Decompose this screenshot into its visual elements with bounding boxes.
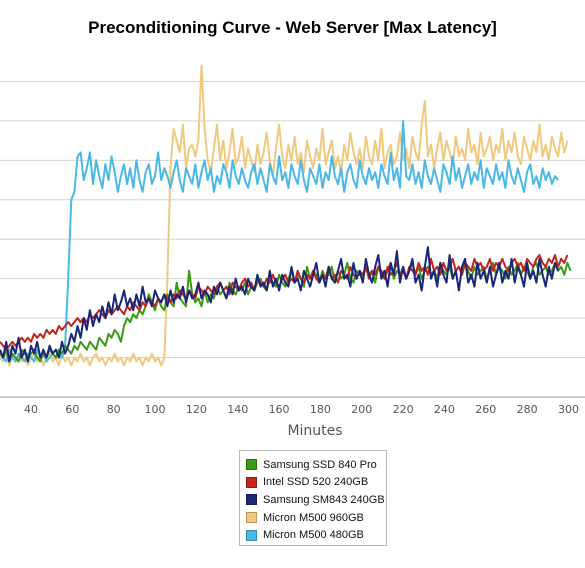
legend-label: Intel SSD 520 240GB (263, 476, 369, 489)
series-line-3 (0, 64, 569, 367)
x-tick-label: 40 (24, 403, 38, 416)
x-tick-label: 180 (310, 403, 331, 416)
x-tick-label: 140 (227, 403, 248, 416)
legend-label: Samsung SSD 840 Pro (263, 458, 377, 471)
x-tick-label: 240 (434, 403, 455, 416)
series-line-0 (0, 261, 572, 363)
legend-label: Micron M500 480GB (263, 529, 364, 542)
series-line-1 (0, 254, 569, 351)
legend: Samsung SSD 840 Pro Intel SSD 520 240GB … (239, 450, 387, 546)
legend-swatch (246, 476, 257, 488)
x-tick-label: 260 (475, 403, 496, 416)
x-axis: 40 60 80 100 120 140 160 180 200 220 240 260 280 300 (0, 396, 585, 416)
x-tick-label: 100 (145, 403, 166, 416)
legend-item-samsung-sm843[interactable]: Samsung SM843 240GB (246, 491, 386, 509)
x-tick-label: 280 (517, 403, 538, 416)
x-axis-label: Minutes (287, 423, 343, 439)
series-lines (0, 64, 572, 367)
x-tick-label: 60 (65, 403, 79, 416)
x-tick-label: 120 (186, 403, 207, 416)
legend-item-samsung-840-pro[interactable]: Samsung SSD 840 Pro (246, 456, 386, 474)
gridlines (0, 80, 585, 359)
legend-item-micron-480[interactable]: Micron M500 480GB (246, 526, 386, 544)
x-tick-label: 200 (351, 403, 372, 416)
x-tick-label: 220 (393, 403, 414, 416)
legend-label: Micron M500 960GB (263, 511, 364, 524)
x-tick-label: 160 (269, 403, 290, 416)
chart-title: Preconditioning Curve - Web Server [Max … (88, 18, 497, 37)
legend-item-micron-960[interactable]: Micron M500 960GB (246, 509, 386, 527)
legend-swatch (246, 529, 257, 541)
legend-swatch (246, 459, 257, 471)
legend-item-intel-520[interactable]: Intel SSD 520 240GB (246, 474, 386, 492)
x-tick-label: 300 (558, 403, 579, 416)
series-line-4 (0, 119, 559, 363)
series-line-2 (0, 246, 560, 363)
legend-swatch (246, 494, 257, 506)
legend-label: Samsung SM843 240GB (263, 493, 385, 506)
x-tick-label: 80 (107, 403, 121, 416)
legend-swatch (246, 512, 257, 524)
